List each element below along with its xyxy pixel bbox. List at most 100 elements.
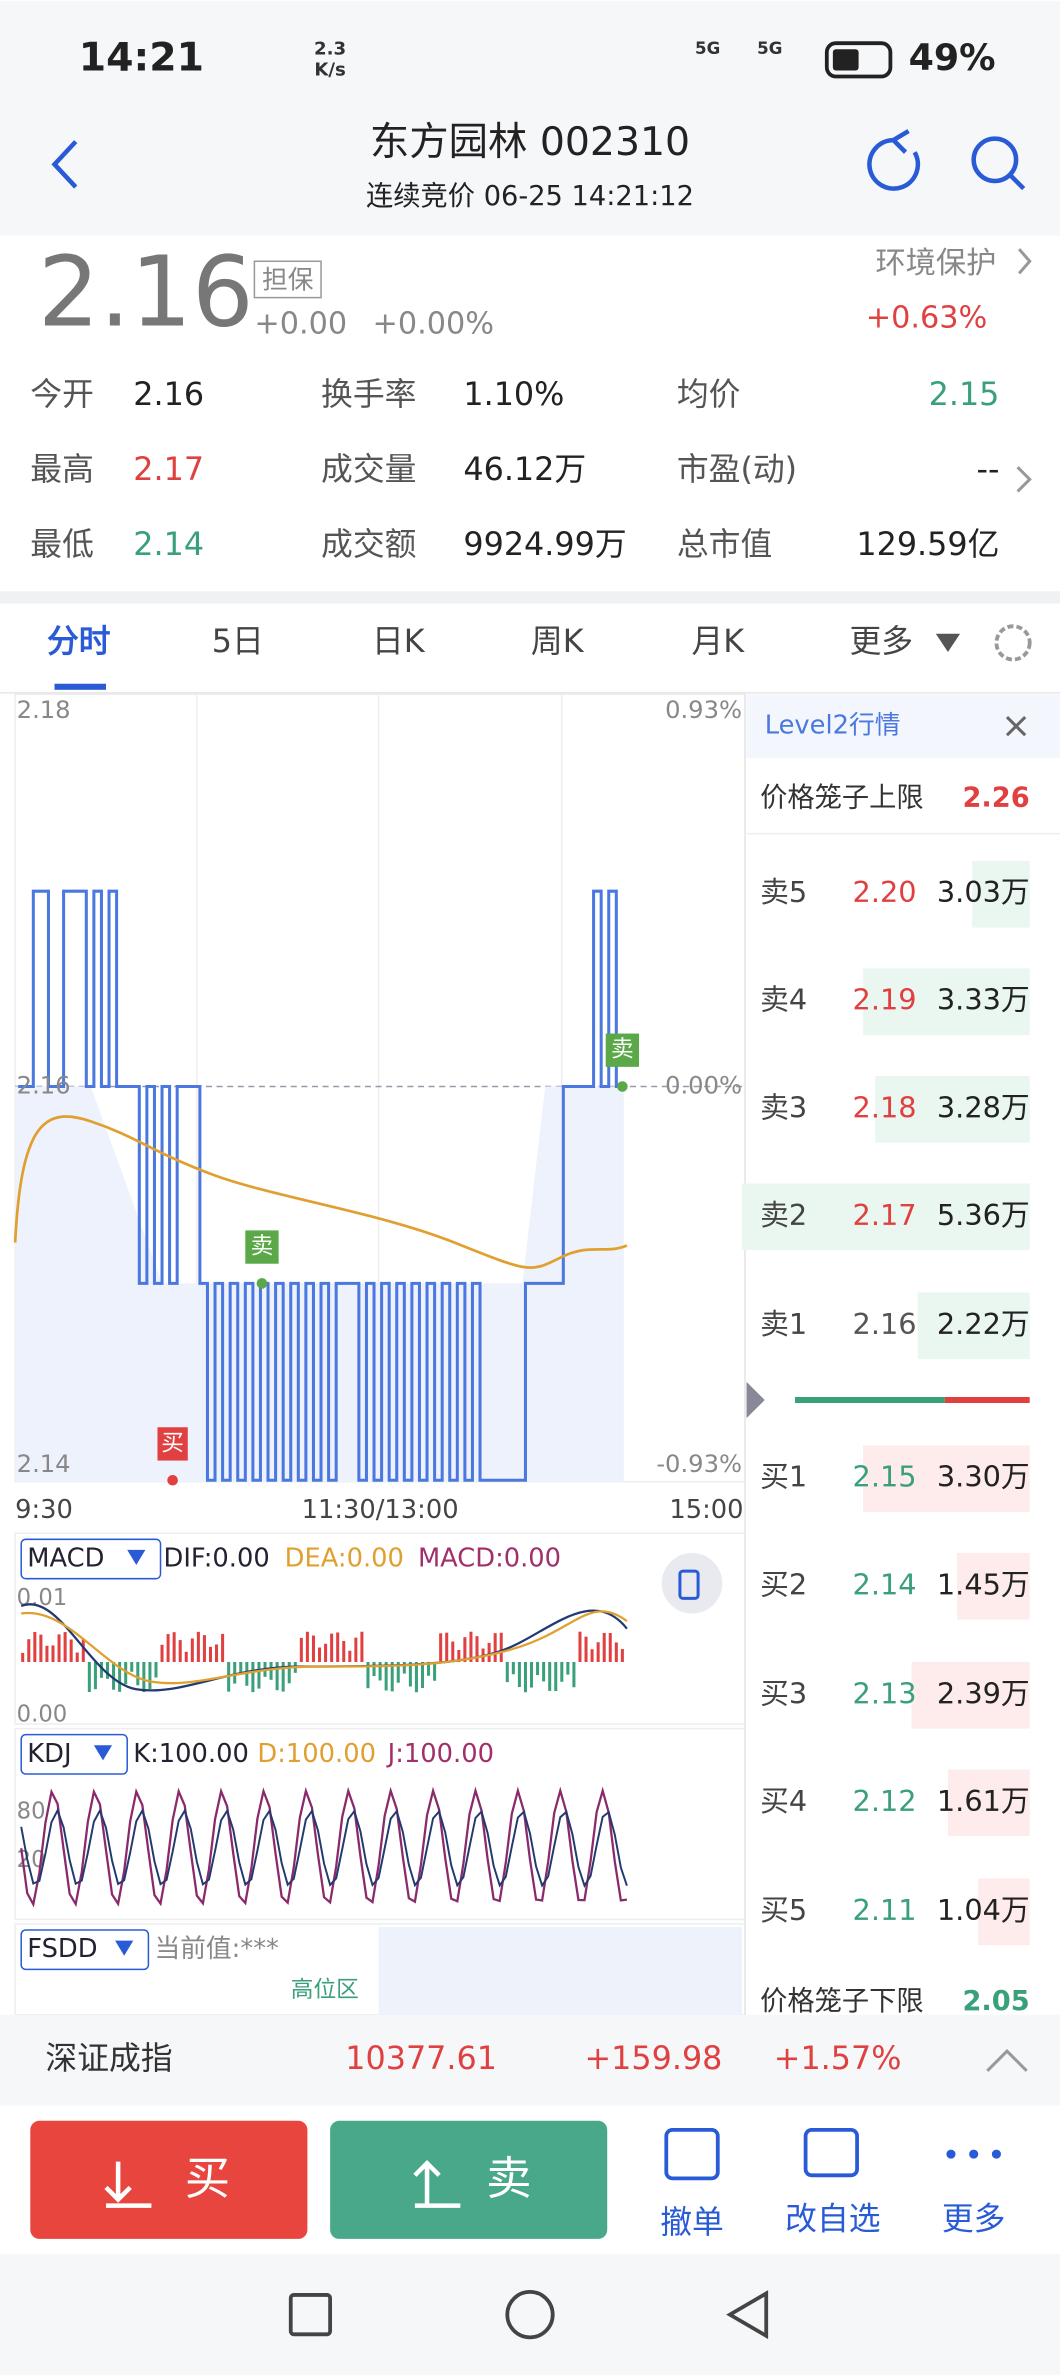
- search-button[interactable]: [971, 136, 1026, 191]
- tab[interactable]: 更多: [850, 623, 914, 660]
- close-button[interactable]: [1005, 715, 1027, 737]
- macd-bar: [166, 1634, 170, 1662]
- recents-button[interactable]: [288, 2293, 333, 2337]
- level-volume: 3.03万: [937, 875, 1030, 909]
- macd-bar: [420, 1661, 424, 1688]
- kdj-k: K:100.00: [133, 1739, 249, 1769]
- watchlist-label[interactable]: 改自选: [785, 2201, 880, 2238]
- level-volume: 2.22万: [937, 1307, 1030, 1341]
- volume-bar: [978, 1878, 1030, 1946]
- stat-value: 2.15: [929, 376, 1000, 413]
- time-tick: 15:00: [669, 1495, 743, 1525]
- macd-bar: [384, 1661, 388, 1691]
- dropdown: [935, 633, 961, 652]
- macd-bar: [93, 1661, 97, 1690]
- home-button[interactable]: [505, 2290, 555, 2340]
- tab[interactable]: 月K: [691, 623, 745, 660]
- cancel-icon[interactable]: [664, 2127, 720, 2181]
- volume-bar: [917, 1292, 1030, 1360]
- macd-bar: [596, 1642, 600, 1662]
- macd-bar: [608, 1633, 612, 1662]
- tab[interactable]: 周K: [531, 623, 585, 660]
- volume-bar: [957, 1552, 1030, 1620]
- macd-bar: [366, 1661, 370, 1689]
- stat-label: 成交量: [321, 451, 416, 488]
- index-bar[interactable]: [0, 2014, 1060, 2106]
- rotate-button[interactable]: [661, 1552, 723, 1614]
- tab[interactable]: 分时: [47, 623, 111, 660]
- buy-icon: [104, 2161, 152, 2208]
- macd-bar: [566, 1661, 570, 1675]
- macd-bar: [57, 1634, 61, 1662]
- macd-bar: [408, 1661, 412, 1687]
- upper-label: 价格笼子上限: [760, 782, 924, 813]
- speed-unit: K/s: [314, 59, 346, 80]
- fsdd-zone: 高位区: [291, 1977, 359, 2003]
- kdj-panel: [14, 1727, 746, 1921]
- dropdown: [93, 1745, 113, 1761]
- marker-dot: [256, 1278, 268, 1289]
- macd-selector[interactable]: [20, 1538, 162, 1580]
- pct-tick: 0.93%: [665, 696, 742, 724]
- collapse-arrow[interactable]: [746, 1381, 765, 1419]
- volume-bar: [742, 1183, 1030, 1251]
- macd-bar: [451, 1641, 455, 1662]
- fsdd-name: FSDD: [27, 1934, 97, 1964]
- kdj-j: J:100.00: [386, 1739, 494, 1769]
- level-price: 2.11: [853, 1893, 917, 1927]
- refresh-button[interactable]: [867, 129, 921, 191]
- lower-value: 2.05: [962, 1986, 1029, 2017]
- stat-label: 最低: [30, 526, 94, 563]
- status-bar: [0, 0, 1060, 115]
- cancel-label[interactable]: 撤单: [660, 2204, 724, 2241]
- macd-bar: [578, 1631, 582, 1662]
- level-price: 2.19: [853, 983, 917, 1017]
- level-price: 2.14: [853, 1567, 917, 1601]
- level-volume: 3.30万: [937, 1460, 1030, 1494]
- more-icon[interactable]: [946, 2149, 1001, 2159]
- speed: 2.3: [314, 38, 346, 59]
- sell-marker-box: [605, 1033, 640, 1067]
- tab[interactable]: 5日: [212, 623, 264, 660]
- chevron: [1017, 248, 1032, 275]
- level-label: 买2: [760, 1567, 807, 1601]
- macd-bar: [324, 1643, 328, 1662]
- macd-bar: [27, 1639, 31, 1662]
- macd-bar: [184, 1651, 188, 1662]
- stat-label: 成交额: [321, 526, 416, 563]
- macd-bar: [311, 1635, 315, 1662]
- price-chart: [13, 693, 746, 1483]
- volume-bar: [875, 1075, 1030, 1143]
- macd-bar: [118, 1661, 122, 1692]
- index-name: 深证成指: [45, 2040, 172, 2077]
- macd-bar: [33, 1631, 37, 1662]
- macd-tick: 0.00: [17, 1701, 68, 1727]
- macd-name: MACD: [27, 1544, 104, 1574]
- tab[interactable]: 日K: [372, 623, 426, 660]
- level-volume: 1.45万: [937, 1567, 1030, 1601]
- tab-indicator: [54, 683, 106, 690]
- macd-bar: [99, 1661, 103, 1678]
- sector[interactable]: 环境保护: [875, 246, 996, 281]
- index-change-pct: +1.57%: [774, 2040, 902, 2077]
- macd-bar: [354, 1637, 358, 1662]
- buy-button[interactable]: [30, 2120, 308, 2239]
- back-nav-button[interactable]: [726, 2290, 769, 2340]
- sell-marker-box: [245, 1230, 279, 1264]
- macd-bar: [221, 1633, 225, 1662]
- dropdown: [115, 1940, 134, 1956]
- macd-bar: [154, 1661, 158, 1678]
- macd-bar: [469, 1631, 473, 1662]
- tag: 担保: [262, 265, 314, 295]
- back-button[interactable]: [51, 140, 78, 189]
- macd-bar: [172, 1632, 176, 1662]
- more-label[interactable]: 更多: [942, 2201, 1006, 2238]
- settings-button[interactable]: [994, 624, 1032, 662]
- price-tick: 2.18: [17, 696, 71, 724]
- watchlist-icon[interactable]: [803, 2127, 859, 2178]
- macd-bar: [112, 1661, 116, 1690]
- upper-value: 2.26: [962, 782, 1029, 813]
- kdj-selector[interactable]: [20, 1733, 128, 1775]
- sell-button[interactable]: [330, 2120, 608, 2239]
- fsdd-selector[interactable]: [20, 1929, 150, 1971]
